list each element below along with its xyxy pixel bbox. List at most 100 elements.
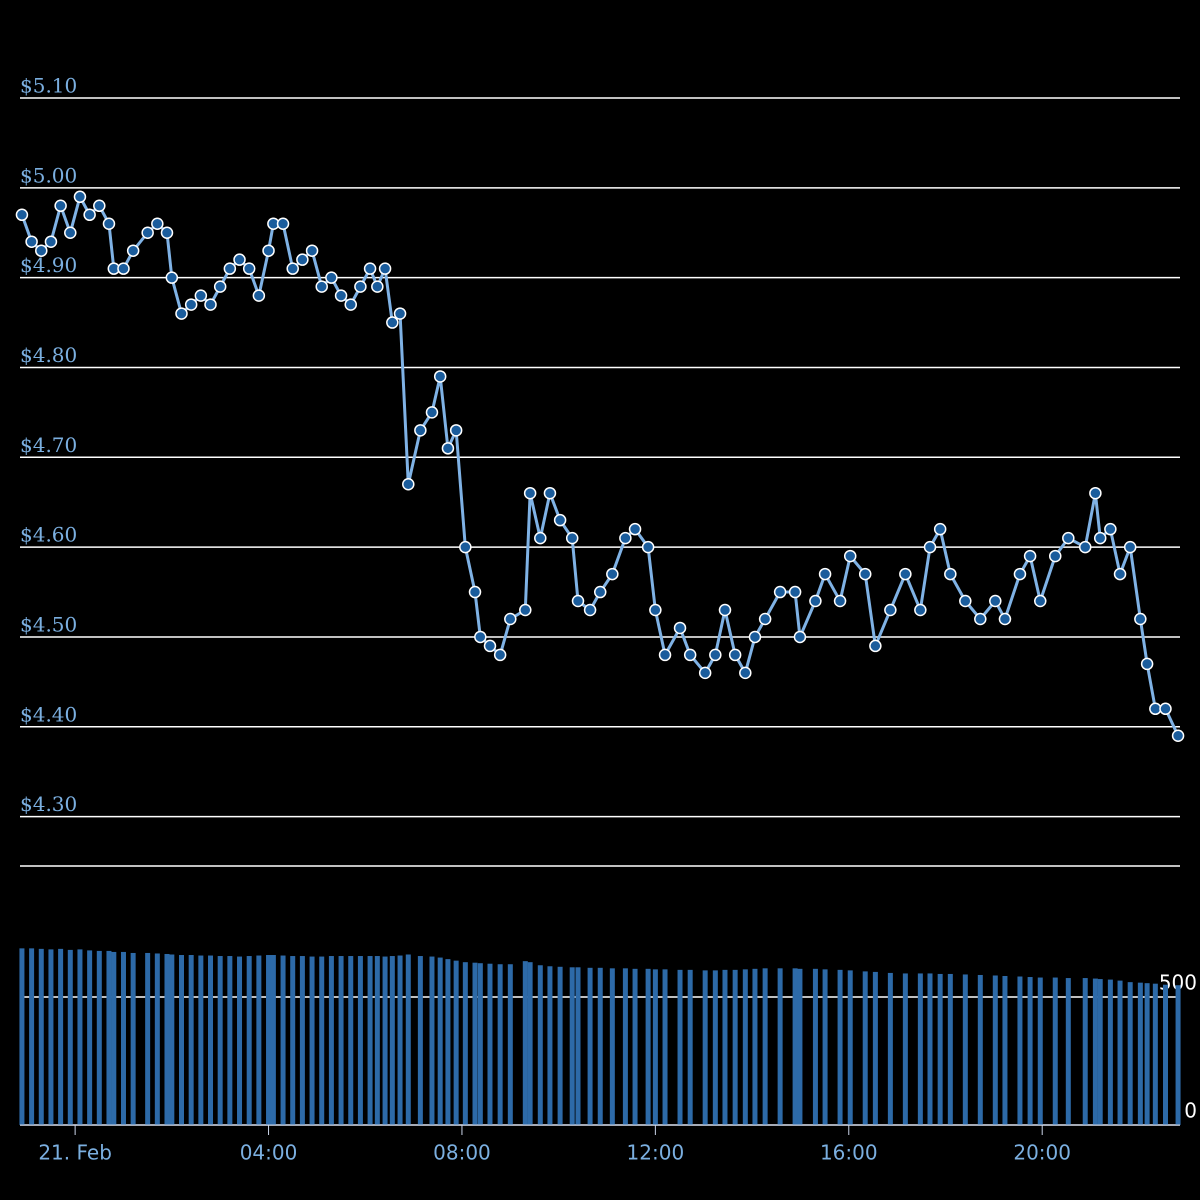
volume-bar bbox=[1162, 984, 1168, 1125]
price-marker bbox=[959, 594, 972, 608]
price-marker bbox=[305, 244, 319, 257]
volume-bar bbox=[812, 968, 818, 1125]
price-marker bbox=[571, 594, 585, 608]
y-tick-label: $5.10 bbox=[20, 74, 77, 98]
price-marker bbox=[474, 630, 487, 644]
price-marker bbox=[504, 612, 517, 626]
volume-bar bbox=[702, 970, 708, 1125]
price-marker bbox=[989, 594, 1002, 608]
volume-bar bbox=[609, 968, 615, 1125]
volume-bar bbox=[507, 964, 513, 1125]
volume-bar bbox=[822, 969, 828, 1125]
price-marker bbox=[758, 612, 772, 626]
volume-bar bbox=[487, 963, 493, 1125]
price-marker bbox=[286, 262, 299, 275]
volume-bar bbox=[1144, 983, 1150, 1125]
price-marker bbox=[1093, 531, 1107, 545]
price-marker bbox=[35, 244, 48, 257]
price-marker bbox=[1034, 594, 1047, 608]
volume-bar bbox=[453, 960, 459, 1125]
price-marker bbox=[583, 603, 597, 617]
volume-bar bbox=[1002, 976, 1008, 1125]
price-marker bbox=[1048, 549, 1062, 563]
y-tick-label: $5.00 bbox=[20, 163, 77, 187]
price-marker bbox=[944, 567, 957, 581]
price-marker bbox=[433, 370, 447, 383]
volume-bar bbox=[348, 956, 354, 1125]
volume-bar bbox=[179, 955, 185, 1125]
price-marker bbox=[393, 307, 407, 320]
y-tick-label: $4.90 bbox=[20, 253, 77, 277]
price-marker bbox=[83, 208, 96, 222]
x-tick-label: 12:00 bbox=[627, 1141, 685, 1165]
price-marker bbox=[628, 522, 642, 536]
price-marker bbox=[843, 549, 857, 563]
volume-bar bbox=[887, 972, 893, 1125]
price-marker bbox=[869, 639, 882, 653]
volume-bar bbox=[652, 969, 658, 1125]
price-marker bbox=[468, 585, 482, 599]
volume-bar bbox=[977, 974, 983, 1125]
price-marker bbox=[160, 226, 174, 239]
price-marker bbox=[818, 567, 832, 581]
price-marker bbox=[519, 603, 532, 617]
volume-bar bbox=[437, 957, 443, 1125]
price-marker bbox=[117, 262, 130, 275]
price-marker bbox=[64, 226, 77, 239]
volume-bar bbox=[777, 968, 783, 1125]
volume-bar bbox=[87, 950, 93, 1125]
volume-bar bbox=[246, 956, 252, 1125]
price-marker bbox=[523, 486, 537, 500]
price-marker bbox=[363, 262, 377, 275]
volume-bar bbox=[1052, 977, 1058, 1125]
price-marker bbox=[204, 298, 217, 311]
volume-bar bbox=[687, 969, 693, 1125]
volume-bar bbox=[120, 951, 126, 1125]
x-tick-label: 08:00 bbox=[433, 1141, 491, 1165]
volume-bar bbox=[374, 956, 380, 1125]
price-marker bbox=[1140, 657, 1154, 671]
volume-bar bbox=[270, 955, 276, 1125]
price-marker bbox=[698, 666, 712, 680]
volume-bar bbox=[537, 965, 543, 1125]
volume-bar bbox=[597, 967, 603, 1125]
volume-bar bbox=[188, 955, 194, 1125]
volume-bar bbox=[367, 956, 373, 1125]
price-marker bbox=[683, 648, 697, 662]
price-marker bbox=[441, 442, 455, 455]
volume-bar bbox=[557, 966, 563, 1125]
y-tick-label: $4.80 bbox=[20, 343, 77, 367]
y-tick-label: $4.30 bbox=[20, 792, 77, 816]
volume-bar bbox=[29, 948, 35, 1125]
volume-bar bbox=[645, 968, 651, 1125]
price-marker bbox=[151, 217, 164, 231]
volume-bar bbox=[575, 967, 581, 1125]
volume-bar bbox=[227, 956, 233, 1125]
volume-bar bbox=[569, 967, 575, 1125]
volume-bar bbox=[792, 968, 798, 1125]
price-marker bbox=[223, 262, 237, 275]
y-tick-label: $4.40 bbox=[20, 702, 77, 726]
price-marker bbox=[619, 531, 632, 545]
volume-bar bbox=[797, 968, 803, 1125]
volume-bar bbox=[1065, 978, 1071, 1125]
price-marker bbox=[565, 531, 579, 545]
volume-bar bbox=[169, 954, 175, 1125]
price-marker bbox=[325, 271, 338, 284]
price-marker bbox=[809, 594, 822, 608]
volume-bar bbox=[962, 974, 968, 1125]
price-marker bbox=[833, 594, 847, 608]
price-marker bbox=[141, 226, 154, 239]
price-marker bbox=[709, 648, 722, 662]
price-marker bbox=[1023, 549, 1037, 563]
price-marker bbox=[213, 280, 227, 293]
price-marker bbox=[1134, 612, 1147, 626]
volume-bar bbox=[38, 948, 44, 1125]
price-marker bbox=[73, 190, 87, 204]
price-marker bbox=[194, 289, 208, 302]
volume-bar bbox=[1037, 977, 1043, 1125]
x-tick-label: 20:00 bbox=[1013, 1141, 1071, 1165]
volume-bar bbox=[1097, 979, 1103, 1125]
price-marker bbox=[44, 235, 58, 248]
volume-bar bbox=[927, 973, 933, 1125]
